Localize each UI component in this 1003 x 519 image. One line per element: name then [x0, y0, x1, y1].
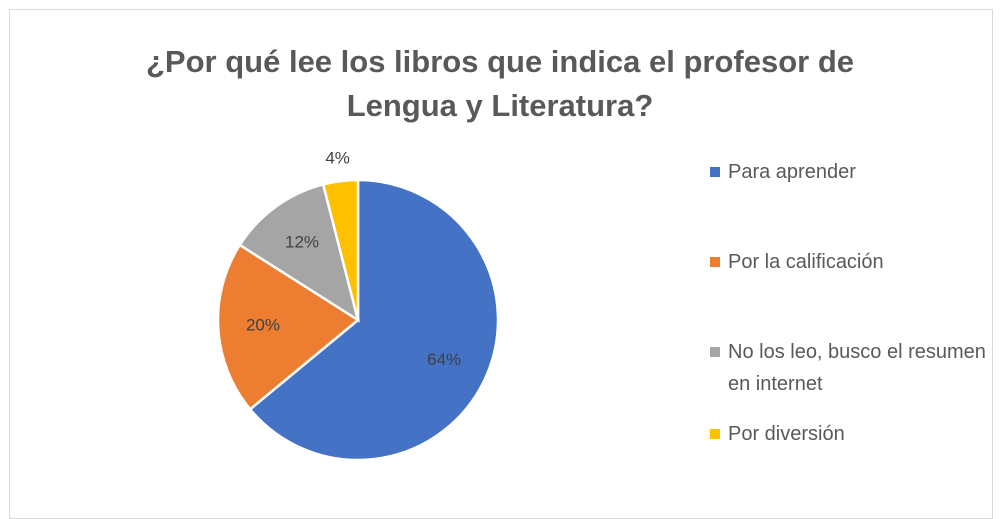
data-label: 20%: [246, 315, 280, 334]
data-label: 12%: [285, 232, 319, 251]
chart-title: ¿Por qué lee los libros que indica el pr…: [146, 44, 854, 123]
legend-item: Para aprender: [710, 156, 990, 188]
pie-slice: [238, 182, 360, 323]
legend-label: Por la calificación: [728, 251, 884, 273]
data-label: 64%: [427, 350, 461, 369]
pie-slice: [248, 178, 500, 462]
legend-swatch: [710, 429, 720, 439]
legend-item: No los leo, busco el resumen en internet: [710, 336, 990, 400]
pie-slice: [216, 243, 361, 411]
data-label: 4%: [325, 148, 350, 167]
legend-label: No los leo, busco el resumen en internet: [728, 341, 986, 395]
legend-swatch: [710, 167, 720, 177]
legend-item: Por la calificación: [710, 246, 990, 278]
pie-slice: [321, 178, 360, 321]
legend-label: Para aprender: [728, 161, 856, 183]
legend-swatch: [710, 257, 720, 267]
legend-swatch: [710, 347, 720, 357]
legend-label: Por diversión: [728, 423, 845, 445]
legend-item: Por diversión: [710, 418, 990, 450]
